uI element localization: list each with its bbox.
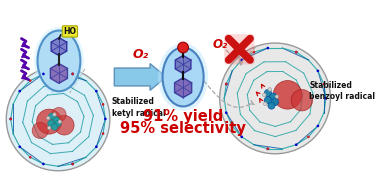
Text: Stabilized
ketyl radical: Stabilized ketyl radical [112,97,165,118]
Circle shape [54,115,74,135]
Circle shape [291,90,313,111]
Circle shape [295,51,297,53]
Circle shape [316,125,319,127]
Circle shape [42,73,45,75]
Circle shape [53,117,59,123]
Circle shape [263,93,266,97]
Circle shape [55,120,61,127]
Ellipse shape [37,30,81,91]
Circle shape [322,83,325,85]
Circle shape [268,102,275,109]
Circle shape [71,163,74,165]
Circle shape [253,51,255,53]
Circle shape [104,118,107,120]
Circle shape [29,156,32,159]
Circle shape [271,98,279,105]
Text: O₂: O₂ [132,48,148,61]
Circle shape [307,136,310,138]
Circle shape [178,42,189,53]
Circle shape [52,107,66,122]
Ellipse shape [158,43,208,111]
Circle shape [51,124,57,130]
Circle shape [268,88,271,91]
Text: O₂: O₂ [212,38,227,51]
Circle shape [29,79,32,82]
Circle shape [266,148,269,150]
Text: HO: HO [64,27,76,36]
Circle shape [19,145,21,148]
Circle shape [225,83,228,85]
Circle shape [47,126,51,130]
Text: Stabilized
benzoyl radical: Stabilized benzoyl radical [309,81,375,101]
FancyBboxPatch shape [224,34,254,65]
Circle shape [58,120,62,123]
Circle shape [225,83,228,85]
Circle shape [42,163,45,165]
Circle shape [240,59,243,61]
Text: 95% selectivity: 95% selectivity [120,121,246,136]
Circle shape [19,90,21,92]
Circle shape [48,120,54,127]
Circle shape [240,136,243,138]
Circle shape [263,102,267,105]
Ellipse shape [163,47,204,106]
Circle shape [325,97,327,100]
Circle shape [270,93,277,100]
Circle shape [6,67,110,171]
Ellipse shape [34,27,84,95]
Circle shape [220,43,330,154]
Circle shape [264,90,271,97]
Circle shape [71,73,74,75]
Circle shape [102,103,104,106]
Circle shape [9,118,12,120]
Text: 91% yield: 91% yield [143,109,223,124]
Circle shape [95,145,98,148]
Circle shape [32,122,48,139]
Circle shape [9,118,12,120]
Circle shape [225,111,228,114]
Polygon shape [175,78,192,97]
Circle shape [266,47,269,49]
Circle shape [95,90,98,92]
Circle shape [266,148,269,150]
Circle shape [49,113,55,119]
Polygon shape [50,64,67,83]
Polygon shape [175,56,191,73]
Circle shape [231,125,234,127]
FancyArrow shape [114,64,166,90]
Circle shape [273,81,302,109]
Circle shape [53,113,56,116]
Circle shape [46,116,50,120]
Circle shape [102,132,104,135]
Circle shape [71,163,74,165]
Circle shape [264,97,271,104]
Circle shape [275,95,279,98]
Polygon shape [51,38,67,56]
Circle shape [295,143,297,146]
Circle shape [71,73,74,75]
Circle shape [295,51,297,53]
Circle shape [37,109,62,134]
Circle shape [316,70,319,72]
